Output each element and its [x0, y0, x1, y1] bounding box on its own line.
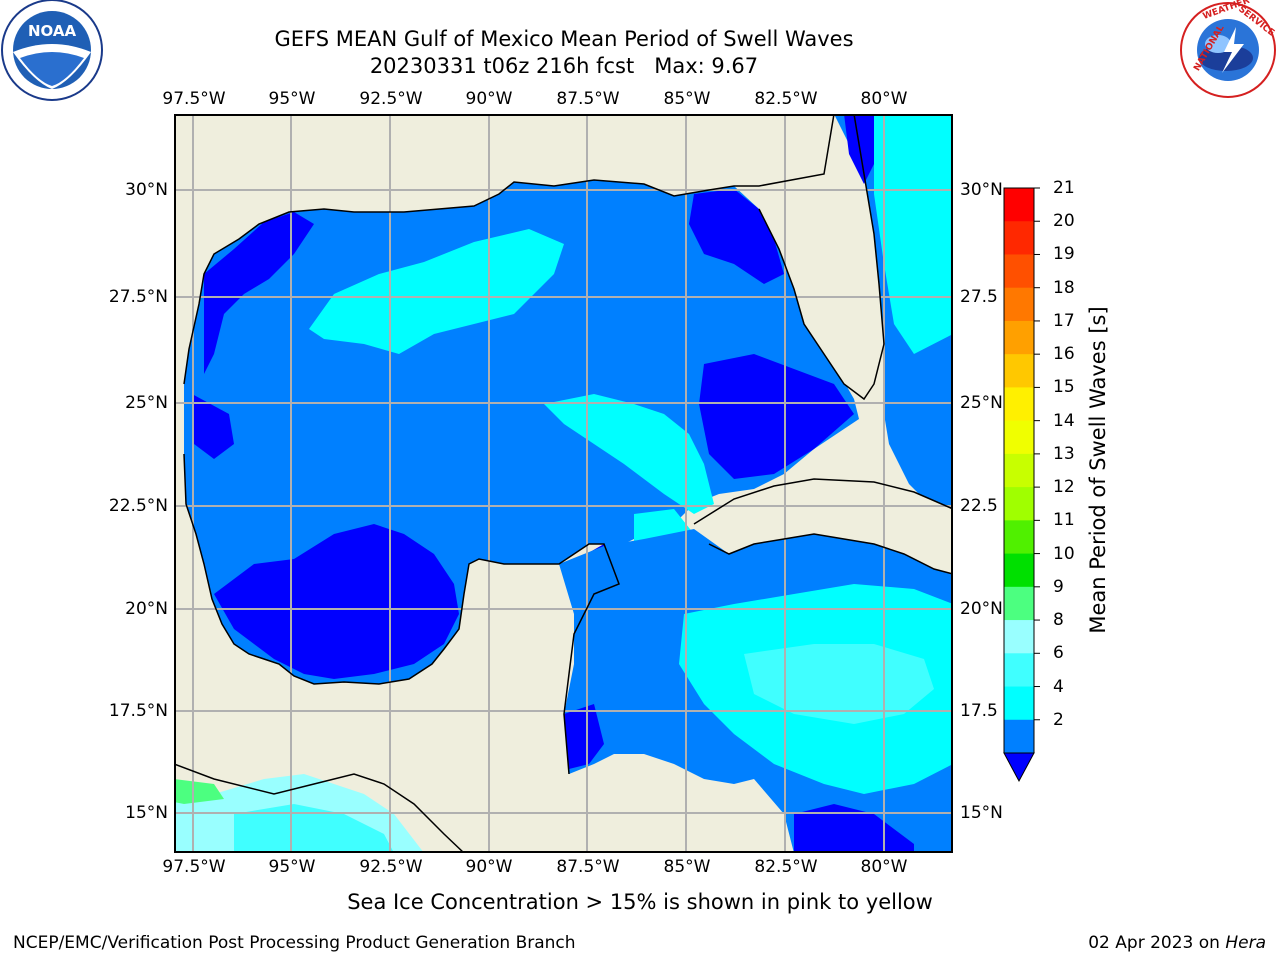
florida-shelf-short-period	[699, 354, 854, 479]
colorbar-title: Mean Period of Swell Waves [s]	[1086, 306, 1110, 634]
colorbar-level-label: 20	[1053, 211, 1075, 232]
colorbar-level-label: 11	[1053, 510, 1075, 531]
lon-tick-top: 90°W	[465, 89, 513, 109]
colorbar-segment	[1004, 653, 1034, 688]
lon-tick-bottom: 97.5°W	[162, 857, 226, 877]
colorbar-level-label: 15	[1053, 377, 1075, 398]
colorbar-segment	[1004, 420, 1034, 455]
colorbar-level-label: 14	[1053, 410, 1075, 431]
cuba-island	[694, 479, 953, 569]
colorbar-level-label: 6	[1053, 643, 1064, 664]
lon-tick-top: 97.5°W	[162, 89, 226, 109]
pacific-long-period	[174, 779, 224, 804]
chart-title: GEFS MEAN Gulf of Mexico Mean Period of …	[175, 26, 953, 80]
lon-tick-bottom: 80°W	[860, 857, 908, 877]
colorbar-level-label: 10	[1053, 543, 1075, 564]
colorbar-level-label: 13	[1053, 443, 1075, 464]
nws-logo: NATIONAL SERVICE WEATHER	[1180, 0, 1276, 98]
lat-tick-right: 22.5	[960, 496, 998, 516]
colorbar-segment	[1004, 354, 1034, 388]
colorbar-level-label: 16	[1053, 344, 1075, 365]
noaa-logo: NOAA	[1, 0, 103, 101]
colorbar-segment	[1004, 453, 1034, 488]
colorbar-border	[1003, 187, 1035, 754]
footer-machine: Hera	[1225, 933, 1266, 953]
lat-tick-right: 27.5	[960, 287, 998, 307]
colorbar-level-label: 21	[1053, 178, 1075, 198]
footer-date: 02 Apr 2023 on Hera	[1088, 933, 1266, 953]
colorbar-segment	[1004, 586, 1034, 621]
central-gulf-swell	[309, 229, 564, 354]
lon-tick-bottom: 90°W	[465, 857, 513, 877]
colorbar-segment	[1004, 221, 1034, 255]
florida-peninsula	[759, 114, 884, 399]
colorbar-segment	[1004, 188, 1034, 222]
lon-tick-top: 85°W	[663, 89, 711, 109]
colorbar-segment	[1004, 387, 1034, 422]
map-border	[174, 114, 953, 853]
noaa-logo-text: NOAA	[28, 22, 77, 40]
western-margin-short-period	[192, 394, 234, 459]
colorbar-level-label: 17	[1053, 310, 1075, 331]
lat-tick-left: 30°N	[125, 180, 168, 200]
colorbar-level-label: 18	[1053, 277, 1075, 298]
sea-ice-note: Sea Ice Concentration > 15% is shown in …	[347, 890, 933, 914]
colorbar-level-label: 9	[1053, 576, 1064, 597]
lat-tick-left: 22.5°N	[108, 496, 168, 516]
colorbar	[1003, 187, 1040, 783]
map-panel	[174, 114, 953, 853]
lon-tick-bottom: 85°W	[663, 857, 711, 877]
colorbar-segment	[1004, 620, 1034, 654]
colorbar-segment	[1004, 254, 1034, 289]
lon-tick-bottom: 87.5°W	[556, 857, 620, 877]
lon-tick-top: 80°W	[860, 89, 908, 109]
caribbean-longer-swell	[744, 644, 934, 724]
lon-tick-top: 82.5°W	[754, 89, 818, 109]
colorbar-under-extend	[1003, 752, 1035, 783]
lon-tick-bottom: 95°W	[268, 857, 316, 877]
colorbar-segment	[1004, 520, 1034, 555]
lat-tick-left: 20°N	[125, 599, 168, 619]
mexico-coastal-short-period	[214, 524, 459, 679]
coastlines	[174, 114, 953, 853]
colorbar-level-label: 19	[1053, 244, 1075, 265]
colorbar-segment	[1004, 287, 1034, 322]
honduras-coast-short-period	[564, 704, 604, 769]
colorbar-segment	[1004, 320, 1034, 355]
colorbar-segment	[1004, 553, 1034, 588]
colorbar-segment	[1004, 686, 1034, 721]
colorbar-segment	[1004, 719, 1034, 754]
colorbar-level-label: 8	[1053, 610, 1064, 631]
lat-tick-right: 25°N	[960, 393, 1003, 413]
lat-tick-right: 15°N	[960, 803, 1003, 823]
lon-tick-bottom: 82.5°W	[754, 857, 818, 877]
colorbar-level-label: 12	[1053, 477, 1075, 498]
lat-tick-left: 25°N	[125, 393, 168, 413]
title-line-1: GEFS MEAN Gulf of Mexico Mean Period of …	[274, 27, 854, 51]
lat-tick-left: 27.5°N	[108, 287, 168, 307]
atlantic-swell	[874, 114, 953, 354]
lon-tick-top: 95°W	[268, 89, 316, 109]
colorbar-segment	[1004, 487, 1034, 521]
lon-tick-top: 92.5°W	[359, 89, 423, 109]
west-coastal-short-period	[204, 212, 314, 374]
map-gridlines	[174, 114, 953, 853]
lat-tick-right: 20°N	[960, 599, 1003, 619]
lat-tick-right: 30°N	[960, 180, 1003, 200]
lat-tick-left: 17.5°N	[108, 701, 168, 721]
lat-tick-right: 17.5	[960, 701, 998, 721]
pacific-swell	[234, 804, 394, 853]
lon-tick-bottom: 92.5°W	[359, 857, 423, 877]
colorbar-level-label: 2	[1053, 709, 1064, 730]
lon-tick-top: 87.5°W	[556, 89, 620, 109]
title-line-2: 20230331 t06z 216h fcst Max: 9.67	[369, 54, 759, 78]
footer-credit: NCEP/EMC/Verification Post Processing Pr…	[13, 933, 576, 953]
atlantic-short-period	[844, 114, 874, 184]
colorbar-level-label: 4	[1053, 676, 1064, 697]
footer-date-text: 02 Apr 2023 on	[1088, 933, 1226, 953]
lat-tick-left: 15°N	[125, 803, 168, 823]
